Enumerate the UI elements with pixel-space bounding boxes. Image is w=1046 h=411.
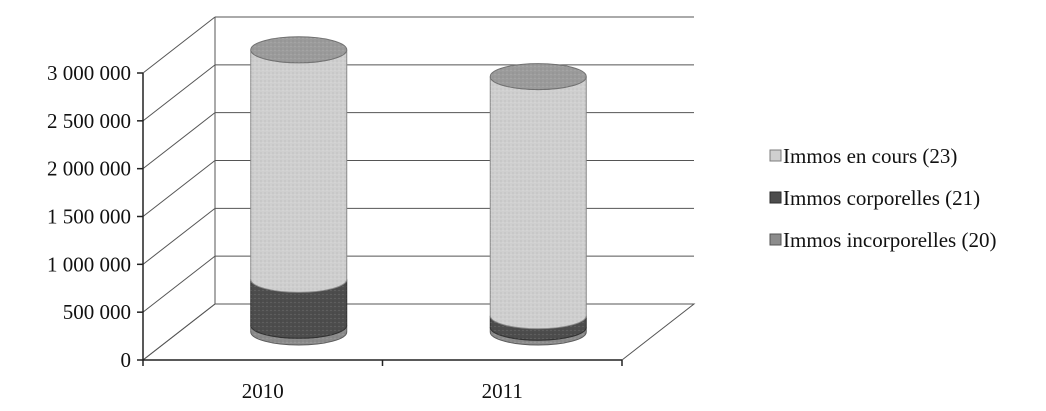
- bar-segment-texture: [490, 327, 587, 345]
- bar-top-cap-texture: [490, 63, 587, 90]
- legend-item: Immos incorporelles (20): [769, 228, 996, 252]
- x-tick-label: 2010: [242, 379, 284, 403]
- legend-label: Immos corporelles (21): [783, 186, 980, 210]
- floor: [141, 303, 696, 361]
- tick-labels: 0 500 000 1 000 000 1 500 000 2 000 000 2 500…: [47, 61, 523, 403]
- side-gridline: [142, 16, 216, 74]
- side-gridline: [142, 207, 216, 265]
- legend-swatch: [769, 149, 782, 162]
- side-gridline: [142, 64, 216, 122]
- y-tick-label: 0: [121, 348, 132, 372]
- cylinder-2010: [250, 36, 348, 346]
- cylinder-2011: [489, 63, 587, 346]
- side-gridline: [142, 160, 216, 217]
- bar-top-cap-texture: [250, 36, 347, 63]
- legend-label: Immos en cours (23): [783, 144, 957, 168]
- legend-item: Immos corporelles (21): [769, 186, 980, 210]
- legend-swatch: [769, 191, 782, 204]
- axes: [137, 72, 623, 366]
- y-tick-label: 500 000: [63, 300, 131, 324]
- side-gridline: [142, 112, 216, 170]
- legend-label: Immos incorporelles (20): [783, 228, 996, 252]
- bar-segment-texture: [490, 76, 587, 329]
- y-tick-label: 1 500 000: [47, 205, 131, 229]
- bar-segment-texture: [250, 279, 347, 339]
- legend: Immos en cours (23) Immos corporelles (21…: [769, 144, 996, 252]
- side-gridline: [142, 255, 216, 313]
- bar-segment-texture: [490, 315, 587, 341]
- y-tick-label: 2 000 000: [47, 157, 131, 181]
- y-tick-label: 3 000 000: [47, 61, 131, 85]
- legend-swatch: [769, 233, 782, 246]
- bar-segment-texture: [250, 49, 347, 293]
- x-tick-label: 2011: [482, 379, 523, 403]
- y-tick-label: 1 000 000: [47, 252, 131, 276]
- legend-item: Immos en cours (23): [769, 144, 957, 168]
- y-tick-label: 2 500 000: [47, 109, 131, 133]
- bar-segment-texture: [250, 325, 347, 345]
- bars: [250, 36, 587, 346]
- gridlines: [141, 16, 696, 361]
